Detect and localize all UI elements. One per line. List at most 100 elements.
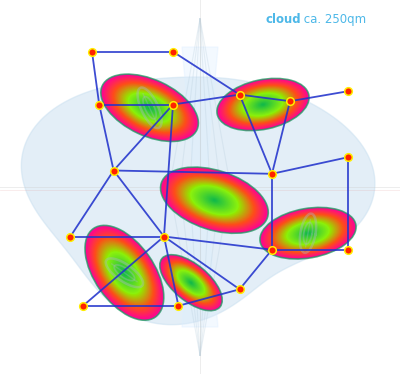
Ellipse shape [148, 107, 151, 108]
Ellipse shape [86, 227, 162, 318]
Ellipse shape [288, 222, 328, 244]
Ellipse shape [174, 267, 208, 298]
Ellipse shape [195, 188, 234, 212]
Ellipse shape [90, 231, 159, 315]
Ellipse shape [109, 80, 190, 136]
Ellipse shape [87, 228, 162, 318]
Polygon shape [21, 77, 375, 325]
Ellipse shape [250, 97, 276, 112]
Ellipse shape [175, 269, 207, 297]
Ellipse shape [118, 266, 130, 280]
Ellipse shape [143, 103, 156, 113]
Ellipse shape [261, 208, 355, 258]
Ellipse shape [190, 282, 192, 283]
Ellipse shape [188, 280, 194, 285]
Ellipse shape [188, 184, 241, 217]
Ellipse shape [163, 169, 266, 232]
Ellipse shape [169, 172, 260, 229]
Ellipse shape [217, 79, 309, 131]
Ellipse shape [107, 78, 192, 137]
Ellipse shape [283, 220, 333, 246]
Ellipse shape [130, 94, 169, 121]
Ellipse shape [125, 91, 174, 125]
Ellipse shape [278, 217, 338, 249]
Ellipse shape [167, 171, 262, 230]
Ellipse shape [101, 245, 148, 301]
Ellipse shape [180, 273, 202, 292]
Ellipse shape [118, 86, 181, 129]
Ellipse shape [294, 226, 322, 240]
Ellipse shape [86, 227, 163, 319]
Ellipse shape [93, 235, 156, 311]
Ellipse shape [176, 177, 253, 224]
Ellipse shape [132, 96, 167, 120]
Ellipse shape [192, 186, 237, 214]
Ellipse shape [130, 94, 170, 122]
Ellipse shape [289, 223, 327, 243]
Ellipse shape [226, 83, 300, 126]
Ellipse shape [273, 215, 343, 252]
Ellipse shape [282, 219, 334, 247]
Ellipse shape [302, 230, 314, 236]
Ellipse shape [178, 272, 204, 294]
Ellipse shape [175, 268, 207, 297]
Ellipse shape [104, 248, 145, 298]
Ellipse shape [224, 82, 302, 127]
Ellipse shape [166, 260, 216, 306]
Ellipse shape [275, 215, 341, 251]
Ellipse shape [161, 256, 221, 310]
Ellipse shape [144, 104, 155, 111]
Ellipse shape [243, 93, 283, 116]
Ellipse shape [108, 79, 192, 137]
Ellipse shape [110, 255, 139, 290]
Ellipse shape [272, 214, 344, 252]
Ellipse shape [197, 190, 232, 211]
Ellipse shape [280, 218, 336, 248]
Ellipse shape [126, 91, 173, 124]
Ellipse shape [241, 92, 285, 117]
Ellipse shape [172, 174, 257, 226]
Ellipse shape [190, 282, 192, 284]
Ellipse shape [103, 247, 146, 299]
Ellipse shape [110, 80, 189, 135]
Ellipse shape [234, 88, 292, 121]
Ellipse shape [134, 97, 166, 119]
Ellipse shape [236, 89, 290, 120]
Ellipse shape [186, 278, 196, 287]
Ellipse shape [187, 279, 195, 286]
Ellipse shape [117, 86, 182, 130]
Ellipse shape [174, 268, 208, 298]
Ellipse shape [239, 91, 287, 118]
Ellipse shape [250, 97, 276, 112]
Ellipse shape [294, 226, 322, 241]
Ellipse shape [186, 278, 196, 288]
Ellipse shape [201, 192, 228, 208]
Ellipse shape [124, 272, 125, 273]
Ellipse shape [295, 226, 321, 240]
Ellipse shape [180, 273, 202, 293]
Ellipse shape [173, 175, 256, 226]
Ellipse shape [164, 259, 218, 307]
Ellipse shape [184, 276, 198, 289]
Ellipse shape [230, 86, 296, 123]
Ellipse shape [124, 90, 175, 125]
Ellipse shape [104, 248, 144, 297]
Ellipse shape [244, 94, 282, 116]
Ellipse shape [137, 99, 162, 117]
Ellipse shape [274, 215, 342, 251]
Ellipse shape [276, 216, 340, 250]
Ellipse shape [133, 96, 166, 119]
Ellipse shape [299, 229, 317, 238]
Ellipse shape [244, 94, 282, 115]
Ellipse shape [281, 219, 335, 248]
Ellipse shape [266, 211, 350, 256]
Ellipse shape [102, 246, 146, 300]
Ellipse shape [116, 85, 183, 131]
Ellipse shape [272, 214, 344, 252]
Ellipse shape [171, 173, 258, 227]
Ellipse shape [104, 77, 195, 139]
Ellipse shape [160, 255, 222, 310]
Ellipse shape [199, 191, 230, 210]
Ellipse shape [88, 229, 161, 317]
Ellipse shape [168, 172, 261, 229]
